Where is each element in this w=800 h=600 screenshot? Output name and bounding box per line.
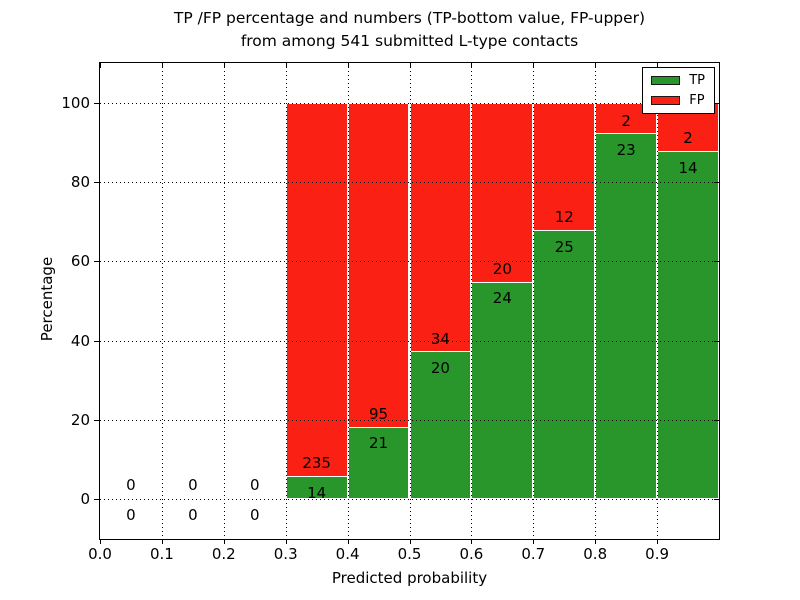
- xtick-mark-top-0.1: [161, 63, 163, 68]
- gridline-v-0.7: [533, 63, 535, 539]
- count-label-tp-0.0-0.1: 0: [126, 505, 136, 524]
- ytick-label-0: 0: [80, 490, 90, 509]
- xtick-label-0.8: 0.8: [583, 545, 608, 563]
- count-label-fp-0.7-0.8: 12: [554, 208, 574, 227]
- fp-color-swatch: [651, 96, 681, 105]
- gridline-v-0.5: [409, 63, 411, 539]
- xtick-mark-top-0.3: [285, 63, 287, 68]
- gridline-v-0.8: [595, 63, 597, 539]
- xtick-mark-bottom-0.6: [471, 539, 473, 544]
- count-label-fp-0.8-0.9: 2: [621, 111, 631, 130]
- xtick-mark-bottom-0.0: [100, 539, 101, 544]
- ytick-mark-left-100: [94, 102, 99, 104]
- ytick-mark-left-20: [94, 420, 99, 421]
- chart-title-line1: TP /FP percentage and numbers (TP-bottom…: [173, 9, 646, 27]
- ytick-mark-right-60: [714, 261, 719, 263]
- xtick-mark-top-0.0: [100, 63, 101, 68]
- bar-tp-0.8-0.9: [595, 134, 658, 500]
- tp-color-swatch: [651, 76, 681, 85]
- xtick-label-0.7: 0.7: [521, 545, 546, 563]
- bar-tp-0.9-1.0: [657, 152, 719, 500]
- count-label-tp-0.2-0.3: 0: [249, 505, 260, 524]
- count-label-tp-0.5-0.6: 20: [430, 358, 450, 377]
- xtick-mark-top-0.6: [471, 63, 473, 68]
- bar-fp-0.5-0.6: [409, 102, 472, 353]
- gridline-v-0.6: [471, 63, 473, 539]
- count-label-fp-0.0-0.1: 0: [126, 476, 136, 495]
- xtick-mark-bottom-0.1: [161, 539, 163, 544]
- ytick-label-40: 40: [70, 331, 90, 350]
- ytick-label-100: 100: [61, 93, 90, 112]
- xtick-mark-top-0.9: [657, 63, 659, 68]
- xtick-label-0.4: 0.4: [335, 545, 360, 563]
- legend-item-tp: TP: [651, 74, 705, 87]
- xtick-mark-bottom-0.9: [657, 539, 659, 544]
- gridline-v-0.3: [285, 63, 287, 539]
- xtick-label-0.2: 0.2: [211, 545, 236, 563]
- ytick-mark-right-40: [714, 340, 719, 342]
- xtick-mark-bottom-0.3: [285, 539, 287, 544]
- xtick-mark-bottom-0.4: [347, 539, 349, 544]
- count-label-fp-0.2-0.3: 0: [249, 476, 260, 495]
- legend-label-tp: TP: [689, 73, 705, 88]
- ytick-mark-right-80: [714, 182, 719, 183]
- count-label-tp-0.7-0.8: 25: [554, 237, 574, 256]
- count-label-fp-0.9-1.0: 2: [683, 129, 693, 148]
- count-label-tp-0.1-0.2: 0: [188, 505, 198, 524]
- legend-label-fp: FP: [689, 93, 705, 108]
- ytick-mark-left-40: [94, 340, 99, 342]
- bar-tp-0.7-0.8: [533, 231, 596, 500]
- xtick-mark-top-0.2: [223, 63, 225, 68]
- gridline-v-0.9: [657, 63, 659, 539]
- gridline-v-0.2: [223, 63, 225, 539]
- count-label-tp-0.4-0.5: 21: [369, 434, 389, 452]
- xtick-label-0.0: 0.0: [88, 545, 112, 563]
- xtick-mark-top-0.5: [409, 63, 411, 68]
- bar-tp-0.6-0.7: [471, 282, 534, 500]
- xtick-mark-bottom-0.2: [223, 539, 225, 544]
- ytick-mark-right-100: [714, 102, 719, 104]
- legend: TP FP: [642, 67, 715, 114]
- gridline-v-0.4: [347, 63, 349, 539]
- count-label-tp-0.3-0.4: 14: [307, 483, 327, 502]
- count-label-tp-0.6-0.7: 24: [492, 289, 512, 308]
- legend-item-fp: FP: [651, 94, 705, 107]
- count-label-fp-0.1-0.2: 0: [188, 476, 198, 495]
- ytick-mark-left-80: [94, 182, 99, 183]
- ytick-mark-left-0: [94, 499, 99, 501]
- ytick-mark-right-0: [714, 499, 719, 501]
- xtick-label-0.6: 0.6: [459, 545, 484, 563]
- ytick-label-60: 60: [70, 252, 90, 271]
- xtick-label-0.1: 0.1: [149, 545, 174, 563]
- chart-title: TP /FP percentage and numbers (TP-bottom…: [100, 7, 719, 53]
- xtick-mark-top-0.4: [347, 63, 349, 68]
- xtick-mark-top-0.8: [595, 63, 597, 68]
- xtick-mark-bottom-0.5: [409, 539, 411, 544]
- bar-fp-0.6-0.7: [471, 102, 534, 283]
- gridline-v-0.1: [161, 63, 163, 539]
- x-axis-label: Predicted probability: [331, 569, 488, 587]
- xtick-label-0.9: 0.9: [645, 545, 670, 563]
- count-label-fp-0.4-0.5: 95: [369, 404, 389, 423]
- count-label-tp-0.9-1.0: 14: [678, 158, 698, 177]
- bar-fp-0.3-0.4: [285, 102, 348, 478]
- ytick-mark-left-60: [94, 261, 99, 263]
- count-label-tp-0.8-0.9: 23: [616, 140, 636, 159]
- bar-fp-0.4-0.5: [347, 102, 410, 428]
- xtick-mark-bottom-0.8: [595, 539, 597, 544]
- ytick-mark-right-20: [714, 420, 719, 421]
- plot-area: TP FP 0 0 0 0 0 0 235 14 95 21 34 20 20 24 12 25 2 23 2 14: [94, 62, 720, 544]
- count-label-fp-0.3-0.4: 235: [302, 454, 331, 473]
- chart-title-line2: from among 541 submitted L-type contacts: [240, 32, 579, 50]
- ytick-label-80: 80: [70, 173, 90, 191]
- count-label-fp-0.6-0.7: 20: [492, 260, 512, 279]
- xtick-label-0.5: 0.5: [397, 545, 422, 563]
- xtick-mark-top-0.7: [533, 63, 535, 68]
- xtick-mark-bottom-0.7: [533, 539, 535, 544]
- ytick-label-20: 20: [70, 411, 90, 429]
- xtick-label-0.3: 0.3: [273, 545, 298, 563]
- count-label-fp-0.5-0.6: 34: [430, 329, 450, 348]
